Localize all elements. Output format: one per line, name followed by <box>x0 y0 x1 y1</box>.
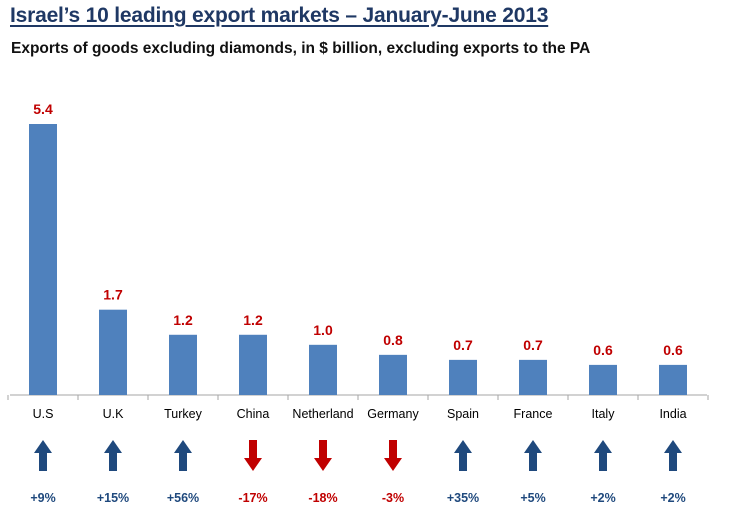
arrow-up-icon <box>34 440 52 471</box>
category-label: Spain <box>447 407 479 421</box>
arrow-down-icon <box>384 440 402 471</box>
change-arrows-group <box>34 440 682 471</box>
category-label: Turkey <box>164 407 202 421</box>
change-label: +2% <box>590 491 615 505</box>
category-label: U.S <box>33 407 54 421</box>
category-label: China <box>237 407 270 421</box>
bar-india <box>659 364 687 395</box>
change-label: +35% <box>447 491 479 505</box>
bar-china <box>239 334 267 395</box>
bar-value-label: 0.8 <box>383 332 403 348</box>
change-label: +5% <box>520 491 545 505</box>
arrow-down-icon <box>244 440 262 471</box>
bar-netherland <box>309 344 337 395</box>
bar-germany <box>379 354 407 395</box>
bar-turkey <box>169 334 197 395</box>
change-labels-group: +9% +15% +56% -17% -18% -3% +35% +5% +2% +2% <box>30 491 685 505</box>
bar-france <box>519 359 547 395</box>
x-axis-ticks <box>7 395 709 400</box>
value-labels-group: 5.4 1.7 1.2 1.2 1.0 0.8 0.7 0.7 0.6 0.6 <box>33 101 683 358</box>
category-label: Netherland <box>292 407 353 421</box>
bar-value-label: 1.0 <box>313 322 333 338</box>
arrow-up-icon <box>524 440 542 471</box>
bar-value-label: 1.7 <box>103 287 123 303</box>
bar-value-label: 0.6 <box>663 342 683 358</box>
category-label: U.K <box>103 407 125 421</box>
category-label: Germany <box>367 407 419 421</box>
change-label: +56% <box>167 491 199 505</box>
bar-value-label: 1.2 <box>173 312 193 328</box>
bars-group <box>29 124 687 395</box>
chart-subtitle: Exports of goods excluding diamonds, in … <box>11 40 591 57</box>
change-label: +2% <box>660 491 685 505</box>
category-label: France <box>514 407 553 421</box>
arrow-down-icon <box>314 440 332 471</box>
bar-value-label: 0.7 <box>523 337 543 353</box>
arrow-up-icon <box>594 440 612 471</box>
change-label: +9% <box>30 491 55 505</box>
category-labels-group: U.S U.K Turkey China Netherland Germany Spain F… <box>33 407 687 421</box>
bar-us <box>29 124 57 395</box>
category-label: Italy <box>592 407 616 421</box>
change-label: -17% <box>238 491 267 505</box>
bar-spain <box>449 359 477 395</box>
bar-value-label: 0.6 <box>593 342 613 358</box>
arrow-up-icon <box>104 440 122 471</box>
bar-uk <box>99 309 127 395</box>
chart-title: Israel’s 10 leading export markets – Jan… <box>10 4 549 27</box>
bar-value-label: 0.7 <box>453 337 473 353</box>
bar-value-label: 1.2 <box>243 312 263 328</box>
arrow-up-icon <box>664 440 682 471</box>
arrow-up-icon <box>454 440 472 471</box>
change-label: -18% <box>308 491 337 505</box>
category-label: India <box>659 407 686 421</box>
change-label: +15% <box>97 491 129 505</box>
change-label: -3% <box>382 491 404 505</box>
bar-italy <box>589 364 617 395</box>
bar-value-label: 5.4 <box>33 101 53 117</box>
arrow-up-icon <box>174 440 192 471</box>
